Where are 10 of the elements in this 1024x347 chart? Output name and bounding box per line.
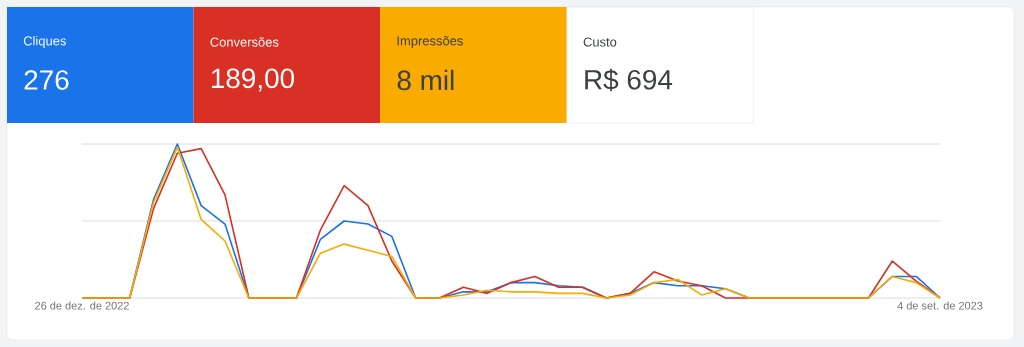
text: Custo [583,37,617,47]
text: R$ 694 [585,68,673,92]
x-tick-label: 26 de dez. de 2022 [35,301,129,310]
x-tick-label: 4 de set. de 2023 [897,301,983,310]
text: 276 [24,70,69,90]
text: Conversões [210,37,279,47]
text: Cliques [23,35,66,49]
text: 189,00 [211,68,295,92]
text: 8 mil [397,69,454,91]
text: Impressões [397,36,463,48]
